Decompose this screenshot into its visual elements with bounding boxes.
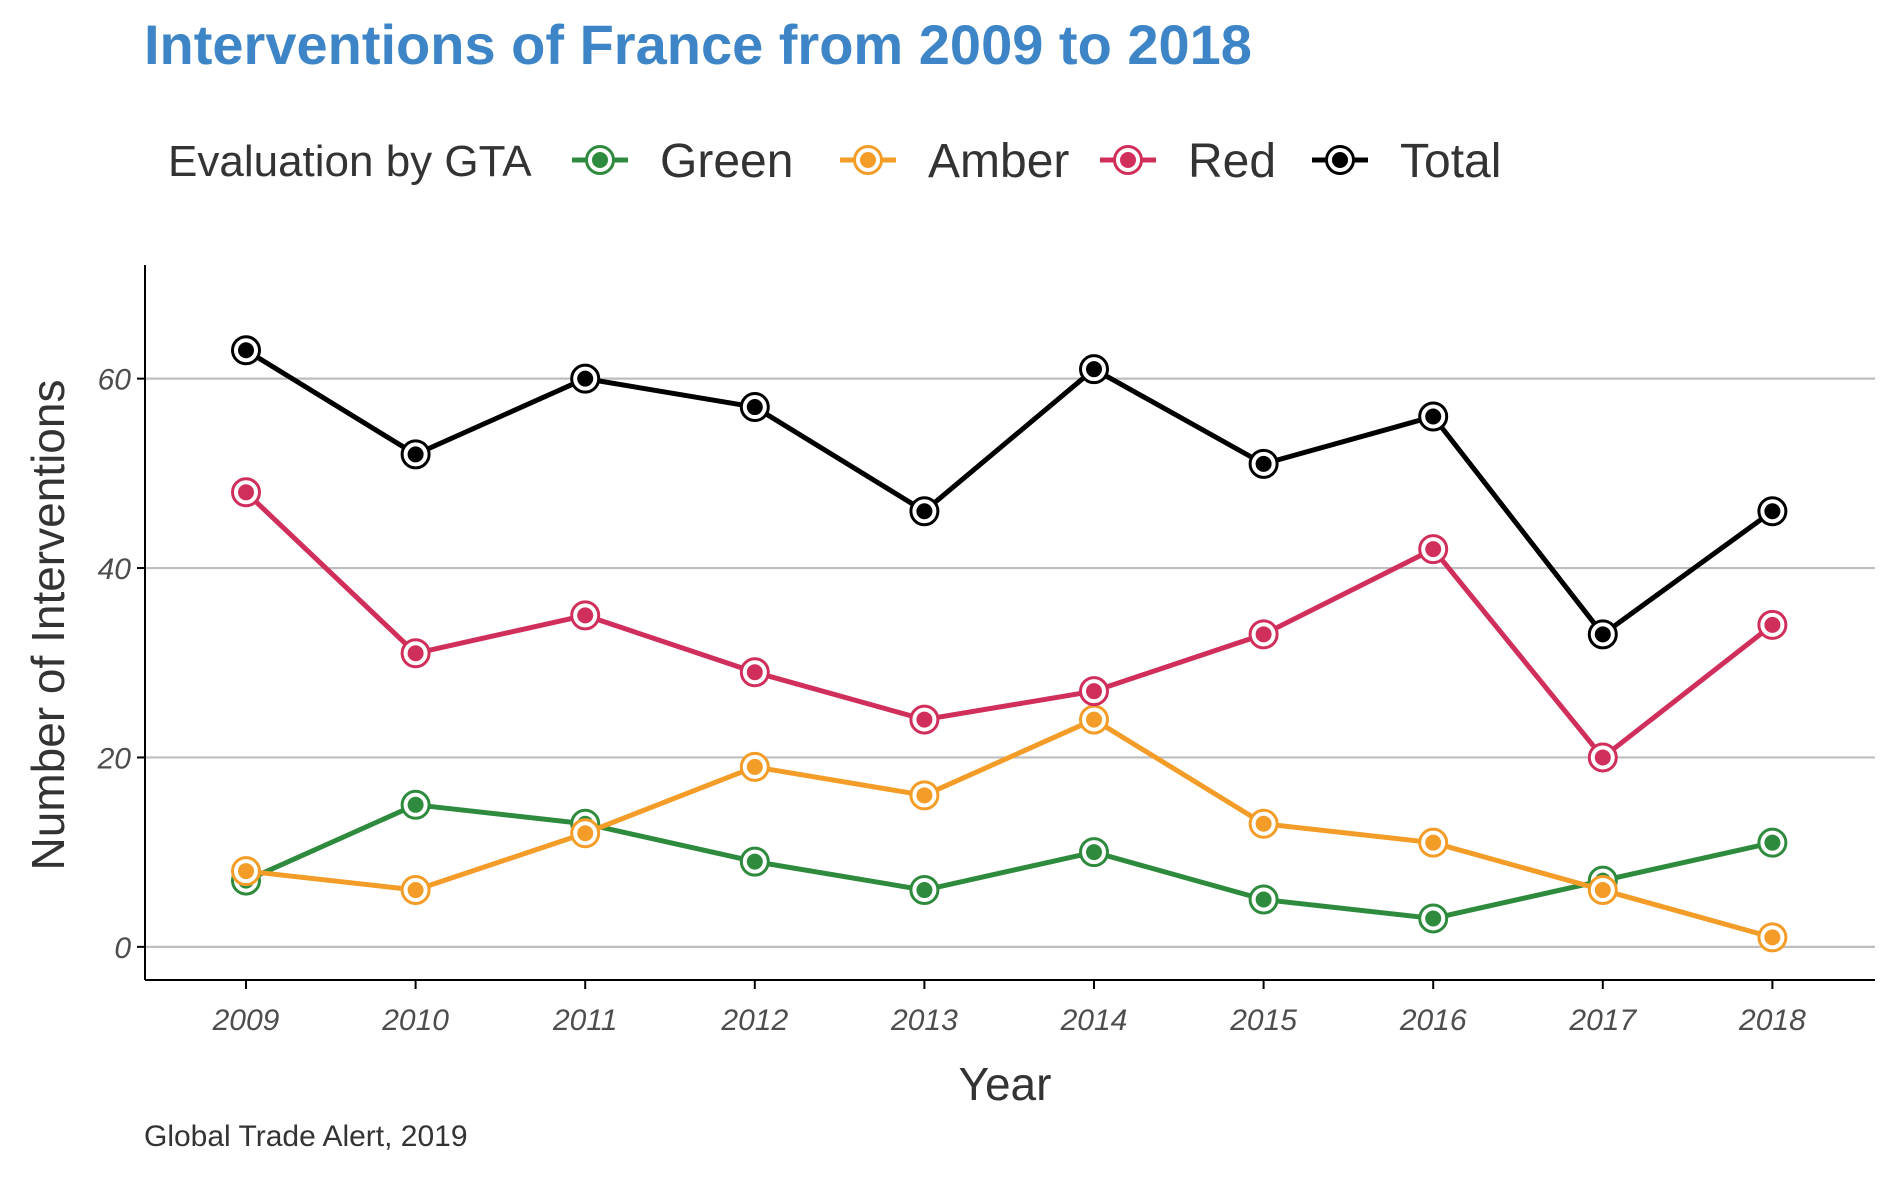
data-point [1086,844,1102,861]
x-axis-title: Year [959,1058,1052,1110]
data-point [1255,815,1272,832]
data-point [407,882,424,899]
data-point [1425,541,1442,558]
data-point [1764,616,1781,633]
data-point [916,711,933,728]
series-line-total [243,347,1775,637]
legend-item-amber: Amber [840,135,1069,188]
legend-key-dot [1332,152,1348,168]
data-point [238,863,254,880]
data-point [1425,408,1442,425]
data-point [1086,683,1102,700]
data-point [1255,455,1272,472]
data-point [916,787,933,804]
legend-label: Red [1188,135,1276,188]
legend-title: Evaluation by GTA [168,137,532,186]
data-point [577,370,594,387]
x-axis: 2009 2010 2011 2012 2013 2014 2015 2016 2017 2018 [145,979,1875,1037]
series-red [231,477,1788,773]
caption: Global Trade Alert, 2019 [144,1120,468,1153]
y-tick-label: 20 [97,742,132,775]
data-point [1594,882,1611,899]
y-tick-label: 0 [114,932,131,965]
legend-label: Total [1400,135,1501,188]
data-point [577,825,594,842]
data-point [407,645,424,662]
y-axis-title: Number of Interventions [22,380,74,871]
x-tick-label: 2009 [212,1004,280,1037]
data-point [407,446,424,463]
data-point [746,758,763,775]
data-point [1764,503,1781,520]
y-tick-label: 60 [98,364,132,397]
data-point [916,503,933,520]
data-point [1255,626,1272,643]
series-line-amber [243,717,1775,940]
x-tick-label: 2018 [1738,1004,1806,1037]
x-tick-label: 2012 [720,1004,788,1037]
series-green [231,789,1788,934]
legend: Evaluation by GTA Green Amber Red Total [168,135,1501,188]
data-point [1255,891,1272,908]
data-point [1594,626,1611,643]
data-point [1764,834,1781,851]
legend-label: Green [660,135,793,188]
legend-item-red: Red [1100,135,1276,188]
series-amber [231,704,1788,953]
series-layer [231,335,1788,953]
series-total [231,335,1788,650]
series-line-red [243,489,1775,760]
data-point [1594,749,1611,766]
data-point [407,796,424,813]
data-point [916,882,933,899]
y-axis: 0 20 40 60 [97,265,146,980]
data-point [238,342,254,359]
x-tick-label: 2011 [552,1004,618,1037]
data-point [1086,361,1102,378]
x-tick-label: 2017 [1568,1004,1637,1037]
legend-item-total: Total [1312,135,1501,188]
data-point [1764,929,1781,946]
data-point [1425,910,1442,927]
chart-title: Interventions of France from 2009 to 201… [144,13,1252,76]
legend-item-green: Green [572,135,793,188]
data-point [238,484,254,501]
y-tick-label: 40 [98,553,132,586]
x-tick-label: 2015 [1229,1004,1297,1037]
series-line-green [243,802,1775,921]
legend-key-dot [1120,152,1136,168]
data-point [1086,711,1102,728]
legend-key-dot [592,152,608,168]
data-point [577,607,594,624]
x-tick-label: 2010 [381,1004,449,1037]
x-tick-label: 2013 [890,1004,958,1037]
data-point [1425,834,1442,851]
data-point [746,664,763,681]
legend-label: Amber [928,135,1069,188]
data-point [746,399,763,416]
x-tick-label: 2016 [1399,1004,1467,1037]
data-point [746,853,763,870]
x-tick-label: 2014 [1060,1004,1128,1037]
legend-key-dot [860,152,876,168]
